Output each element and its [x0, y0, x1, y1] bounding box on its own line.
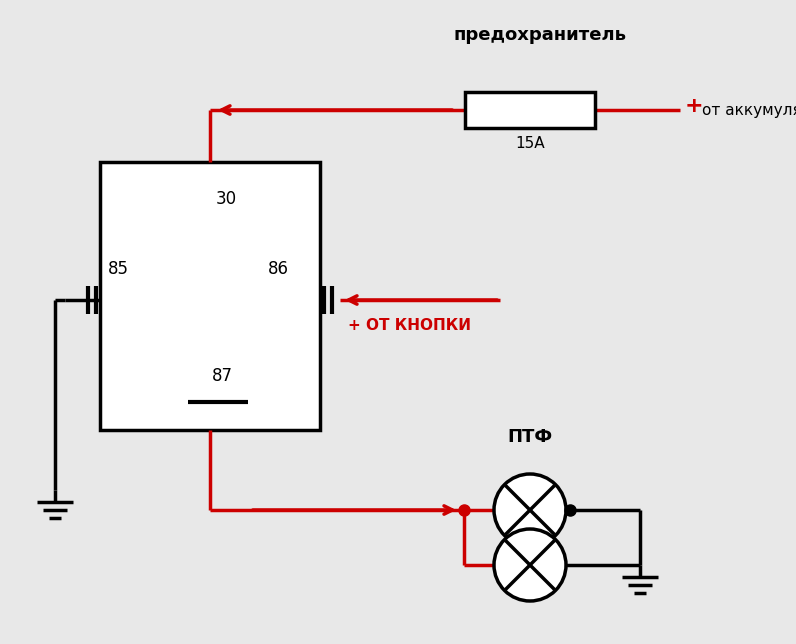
Bar	[465, 92, 595, 128]
Text: + ОТ КНОПКИ: + ОТ КНОПКИ	[348, 318, 471, 333]
Circle shape	[494, 474, 566, 546]
Text: предохранитель: предохранитель	[454, 26, 626, 44]
Text: 15А: 15А	[515, 136, 544, 151]
Text: ПТФ: ПТФ	[507, 428, 552, 446]
Bar	[100, 162, 320, 430]
Text: 87: 87	[212, 367, 233, 385]
Text: +: +	[685, 96, 704, 116]
Text: 30: 30	[216, 190, 237, 208]
Circle shape	[494, 529, 566, 601]
Text: 86: 86	[268, 260, 289, 278]
Text: 85: 85	[108, 260, 129, 278]
Text: от аккумулятора: от аккумулятора	[702, 102, 796, 117]
